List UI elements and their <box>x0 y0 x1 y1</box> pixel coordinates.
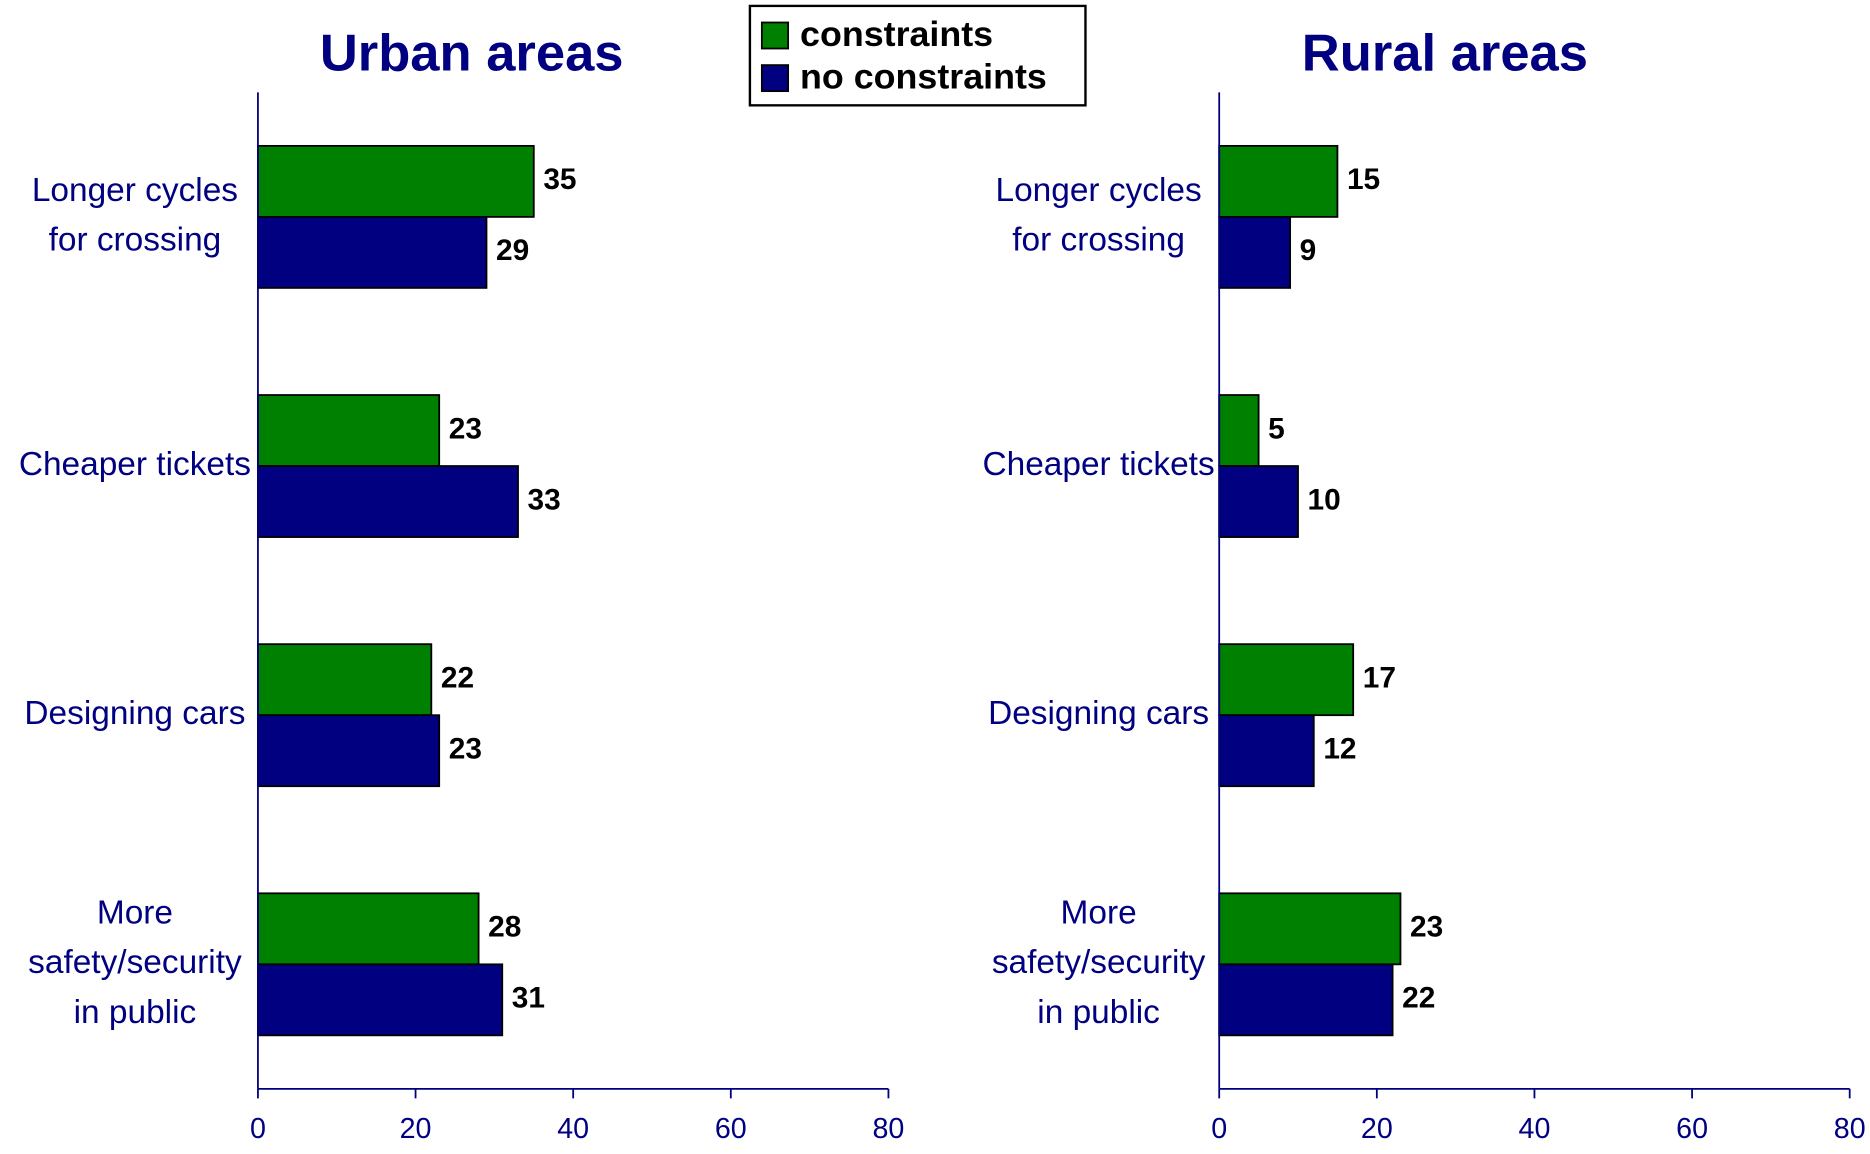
x-tick-label: 0 <box>250 1113 266 1145</box>
value-label: 23 <box>1410 911 1443 944</box>
value-label: 17 <box>1363 662 1396 695</box>
chart-title: Rural areas <box>1302 25 1588 83</box>
x-tick-label: 40 <box>557 1113 589 1145</box>
bar <box>257 892 480 966</box>
bar <box>257 714 441 788</box>
x-tick-label: 20 <box>1361 1113 1393 1145</box>
bar <box>1218 216 1292 289</box>
value-label: 22 <box>441 662 474 695</box>
category-label: Cheaper tickets <box>19 446 251 483</box>
bar <box>1218 465 1299 538</box>
bar <box>1218 394 1260 467</box>
bar <box>257 394 441 467</box>
legend-box <box>748 4 1087 107</box>
x-tick-label: 40 <box>1519 1113 1551 1145</box>
bar <box>257 643 433 717</box>
bar <box>257 963 504 1037</box>
legend-label: no constraints <box>800 57 1047 97</box>
x-tick-label: 60 <box>715 1113 747 1145</box>
x-tick-label: 60 <box>1676 1113 1708 1145</box>
bar <box>1218 144 1339 218</box>
category-label: safety/security <box>992 944 1206 981</box>
x-tick-label: 80 <box>872 1113 904 1145</box>
legend-swatch <box>760 64 790 93</box>
value-label: 33 <box>528 483 561 516</box>
chart-title: Urban areas <box>320 25 624 83</box>
value-label: 23 <box>449 733 482 766</box>
value-label: 10 <box>1308 483 1341 516</box>
x-tick-label: 0 <box>1211 1113 1227 1145</box>
value-label: 31 <box>512 982 545 1015</box>
category-label: Designing cars <box>24 695 245 732</box>
category-label: in public <box>74 994 197 1031</box>
category-label: for crossing <box>49 222 222 259</box>
value-label: 12 <box>1323 733 1356 766</box>
bar <box>257 216 488 289</box>
value-label: 5 <box>1268 412 1285 445</box>
value-label: 22 <box>1402 982 1435 1015</box>
bar <box>1218 892 1402 966</box>
category-label: Cheaper tickets <box>983 446 1215 483</box>
bar <box>257 465 519 538</box>
category-label: in public <box>1037 994 1160 1031</box>
category-label: safety/security <box>28 944 242 981</box>
x-tick-label: 80 <box>1834 1113 1866 1145</box>
category-label: Longer cycles <box>32 172 238 209</box>
value-label: 23 <box>449 412 482 445</box>
value-label: 9 <box>1300 234 1317 267</box>
value-label: 15 <box>1347 163 1380 196</box>
category-label: Designing cars <box>988 695 1209 732</box>
value-label: 35 <box>543 163 576 196</box>
legend-label: constraints <box>800 14 993 54</box>
x-tick-label: 20 <box>400 1113 432 1145</box>
category-label: Longer cycles <box>996 172 1202 209</box>
category-label: More <box>97 895 173 932</box>
value-label: 29 <box>496 234 529 267</box>
bar <box>257 144 535 218</box>
bar <box>1218 643 1355 717</box>
category-label: for crossing <box>1012 222 1185 259</box>
value-label: 28 <box>488 911 521 944</box>
category-label: More <box>1061 895 1137 932</box>
bar <box>1218 714 1315 788</box>
bar <box>1218 963 1394 1037</box>
legend-swatch <box>760 21 790 50</box>
